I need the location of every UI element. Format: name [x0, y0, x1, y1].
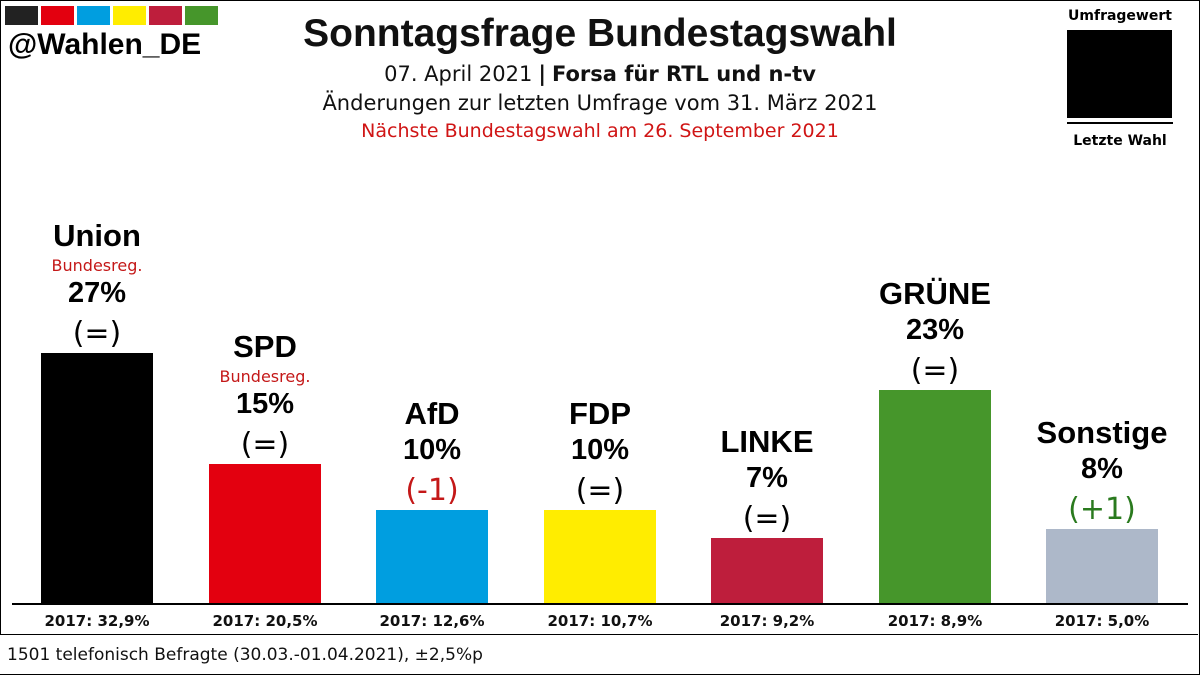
data-label: 7% [746, 462, 788, 494]
change-label: (=) [575, 473, 625, 508]
bar-sonstige [1046, 529, 1158, 603]
swatch-4 [149, 6, 182, 25]
bar-label-linke: LINKE 7% (=) [667, 424, 867, 536]
previous-election-spd: 2017: 20,5% [212, 612, 318, 630]
bar-linke [711, 538, 823, 603]
previous-election-afd: 2017: 12,6% [379, 612, 485, 630]
bar-spd [209, 464, 321, 603]
data-label: 23% [905, 314, 965, 346]
legend: Umfragewert Letzte Wahl [1067, 8, 1173, 149]
party-name: SPD [233, 329, 297, 364]
party-name: Sonstige [1036, 415, 1168, 450]
legend-bar-swatch [1067, 30, 1172, 118]
chart-title: Sonntagsfrage Bundestagswahl [303, 12, 897, 55]
footer: 1501 telefonisch Befragte (30.03.-01.04.… [0, 634, 1198, 674]
bar-gr-ne [879, 390, 991, 603]
legend-baseline [1067, 122, 1173, 124]
poll-info: 07. April 2021 | Forsa für RTL und n-tv [0, 62, 1200, 86]
party-name: AfD [404, 396, 460, 431]
separator: | [538, 62, 546, 86]
previous-election-linke: 2017: 9,2% [719, 612, 815, 630]
swatch-2 [77, 6, 110, 25]
previous-election-union: 2017: 32,9% [44, 612, 150, 630]
previous-election-sonstige: 2017: 5,0% [1054, 612, 1150, 630]
change-label: (+1) [1068, 492, 1136, 527]
party-color-swatches [5, 6, 218, 25]
swatch-0 [5, 6, 38, 25]
party-name: LINKE [720, 424, 814, 459]
government-tag: Bundesreg. [51, 256, 143, 275]
data-label: 10% [570, 434, 630, 466]
next-election-note: Nächste Bundestagswahl am 26. September … [361, 120, 839, 142]
changes-note: Änderungen zur letzten Umfrage vom 31. M… [322, 91, 878, 115]
swatch-1 [41, 6, 74, 25]
change-label: (=) [240, 427, 290, 462]
party-name: GRÜNE [879, 276, 991, 311]
bar-label-union: Union Bundesreg. 27% (=) [0, 218, 197, 351]
data-label: 27% [67, 277, 127, 309]
bar-label-spd: SPD Bundesreg. 15% (=) [165, 329, 365, 462]
bar-union [41, 353, 153, 603]
bar-label-afd: AfD 10% (-1) [332, 396, 532, 508]
data-label: 15% [235, 388, 295, 420]
change-label: (=) [742, 501, 792, 536]
previous-election-gr-ne: 2017: 8,9% [887, 612, 983, 630]
footer-note: 1501 telefonisch Befragte (30.03.-01.04.… [7, 645, 483, 665]
bar-label-sonstige: Sonstige 8% (+1) [1002, 415, 1200, 527]
data-label: 8% [1081, 453, 1123, 485]
legend-top-label: Umfragewert [1068, 8, 1172, 24]
bar-label-gr-ne: GRÜNE 23% (=) [835, 276, 1035, 388]
change-label: (=) [910, 353, 960, 388]
pollster: Forsa für RTL und n-tv [551, 62, 816, 86]
poll-date: 07. April 2021 [384, 62, 533, 86]
data-label: 10% [402, 434, 462, 466]
bar-fdp [544, 510, 656, 603]
change-label: (=) [72, 316, 122, 351]
x-axis-line [12, 603, 1188, 605]
swatch-3 [113, 6, 146, 25]
legend-bottom-label: Letzte Wahl [1073, 133, 1167, 149]
brand-handle: @Wahlen_DE [8, 28, 202, 61]
party-name: FDP [569, 396, 631, 431]
party-name: Union [53, 218, 141, 253]
government-tag: Bundesreg. [219, 367, 311, 386]
change-label: (-1) [405, 473, 459, 508]
bar-label-fdp: FDP 10% (=) [500, 396, 700, 508]
previous-election-fdp: 2017: 10,7% [547, 612, 653, 630]
bar-afd [376, 510, 488, 603]
swatch-5 [185, 6, 218, 25]
